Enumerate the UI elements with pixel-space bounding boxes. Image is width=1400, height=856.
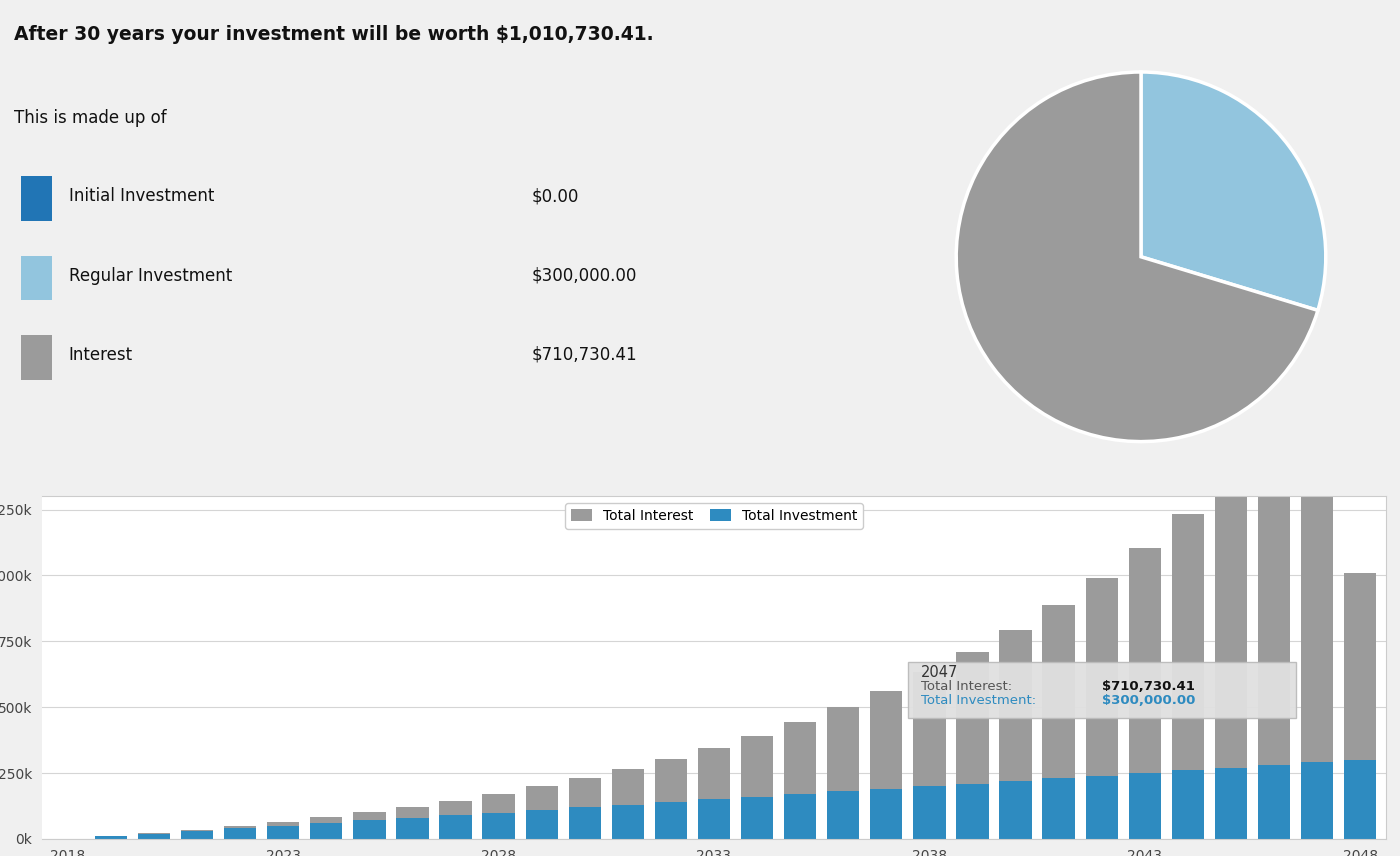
Legend: Total Interest, Total Investment: Total Interest, Total Investment bbox=[566, 503, 862, 528]
Bar bbox=[311, 823, 343, 839]
Bar bbox=[137, 834, 171, 839]
Bar bbox=[483, 812, 515, 839]
Bar bbox=[181, 831, 213, 839]
Text: $0.00: $0.00 bbox=[532, 187, 580, 205]
Bar bbox=[568, 807, 601, 839]
Bar bbox=[353, 820, 385, 839]
Bar bbox=[913, 786, 945, 839]
Bar bbox=[871, 691, 903, 789]
Text: $710,730.41: $710,730.41 bbox=[532, 346, 637, 364]
Bar bbox=[741, 797, 773, 839]
Bar bbox=[612, 769, 644, 805]
Bar bbox=[95, 836, 127, 839]
Bar bbox=[1043, 605, 1075, 778]
Bar bbox=[525, 787, 557, 810]
Bar bbox=[655, 802, 687, 839]
Bar bbox=[396, 807, 428, 817]
Bar bbox=[612, 805, 644, 839]
Bar bbox=[827, 707, 860, 792]
Bar bbox=[1215, 768, 1247, 839]
Bar bbox=[1344, 573, 1376, 760]
Bar bbox=[1172, 514, 1204, 770]
Bar bbox=[956, 652, 988, 783]
FancyBboxPatch shape bbox=[907, 663, 1295, 717]
Bar bbox=[956, 783, 988, 839]
Bar bbox=[784, 722, 816, 794]
Text: $300,000.00: $300,000.00 bbox=[532, 266, 637, 284]
Text: 2047: 2047 bbox=[921, 665, 958, 681]
Bar bbox=[697, 748, 731, 800]
Wedge shape bbox=[956, 72, 1317, 442]
Bar bbox=[913, 672, 945, 786]
FancyBboxPatch shape bbox=[21, 336, 52, 380]
Bar bbox=[1000, 630, 1032, 781]
Bar bbox=[1215, 478, 1247, 768]
Bar bbox=[267, 826, 300, 839]
Bar bbox=[697, 800, 731, 839]
Bar bbox=[181, 829, 213, 831]
Text: $710,730.41: $710,730.41 bbox=[1102, 680, 1194, 693]
Bar bbox=[827, 792, 860, 839]
Bar bbox=[396, 817, 428, 839]
Bar bbox=[224, 829, 256, 839]
Text: Total Interest:: Total Interest: bbox=[921, 680, 1012, 693]
Text: Total Investment:: Total Investment: bbox=[921, 694, 1036, 707]
Bar bbox=[1128, 773, 1161, 839]
Bar bbox=[655, 759, 687, 802]
Bar bbox=[1085, 776, 1117, 839]
Bar bbox=[1301, 763, 1333, 839]
Wedge shape bbox=[1141, 72, 1326, 311]
Bar bbox=[1172, 770, 1204, 839]
Bar bbox=[525, 810, 557, 839]
Bar bbox=[267, 822, 300, 826]
Bar bbox=[1000, 781, 1032, 839]
Bar bbox=[224, 826, 256, 829]
Bar bbox=[568, 778, 601, 807]
Bar bbox=[440, 815, 472, 839]
Bar bbox=[440, 800, 472, 815]
Bar bbox=[1257, 437, 1291, 765]
Bar bbox=[1043, 778, 1075, 839]
Bar bbox=[483, 794, 515, 812]
Text: Regular Investment: Regular Investment bbox=[69, 266, 232, 284]
Bar bbox=[1257, 765, 1291, 839]
Bar bbox=[784, 794, 816, 839]
Bar bbox=[311, 817, 343, 823]
Bar bbox=[1344, 760, 1376, 839]
Text: This is made up of: This is made up of bbox=[14, 110, 167, 128]
Bar bbox=[741, 735, 773, 797]
Bar bbox=[1085, 578, 1117, 776]
FancyBboxPatch shape bbox=[21, 256, 52, 300]
Bar bbox=[871, 789, 903, 839]
Bar bbox=[1128, 548, 1161, 773]
Text: Initial Investment: Initial Investment bbox=[69, 187, 214, 205]
Text: Interest: Interest bbox=[69, 346, 133, 364]
FancyBboxPatch shape bbox=[21, 176, 52, 221]
Text: $300,000.00: $300,000.00 bbox=[1102, 694, 1196, 707]
Bar bbox=[1301, 392, 1333, 763]
Text: After 30 years your investment will be worth $1,010,730.41.: After 30 years your investment will be w… bbox=[14, 25, 654, 44]
Bar bbox=[353, 812, 385, 820]
